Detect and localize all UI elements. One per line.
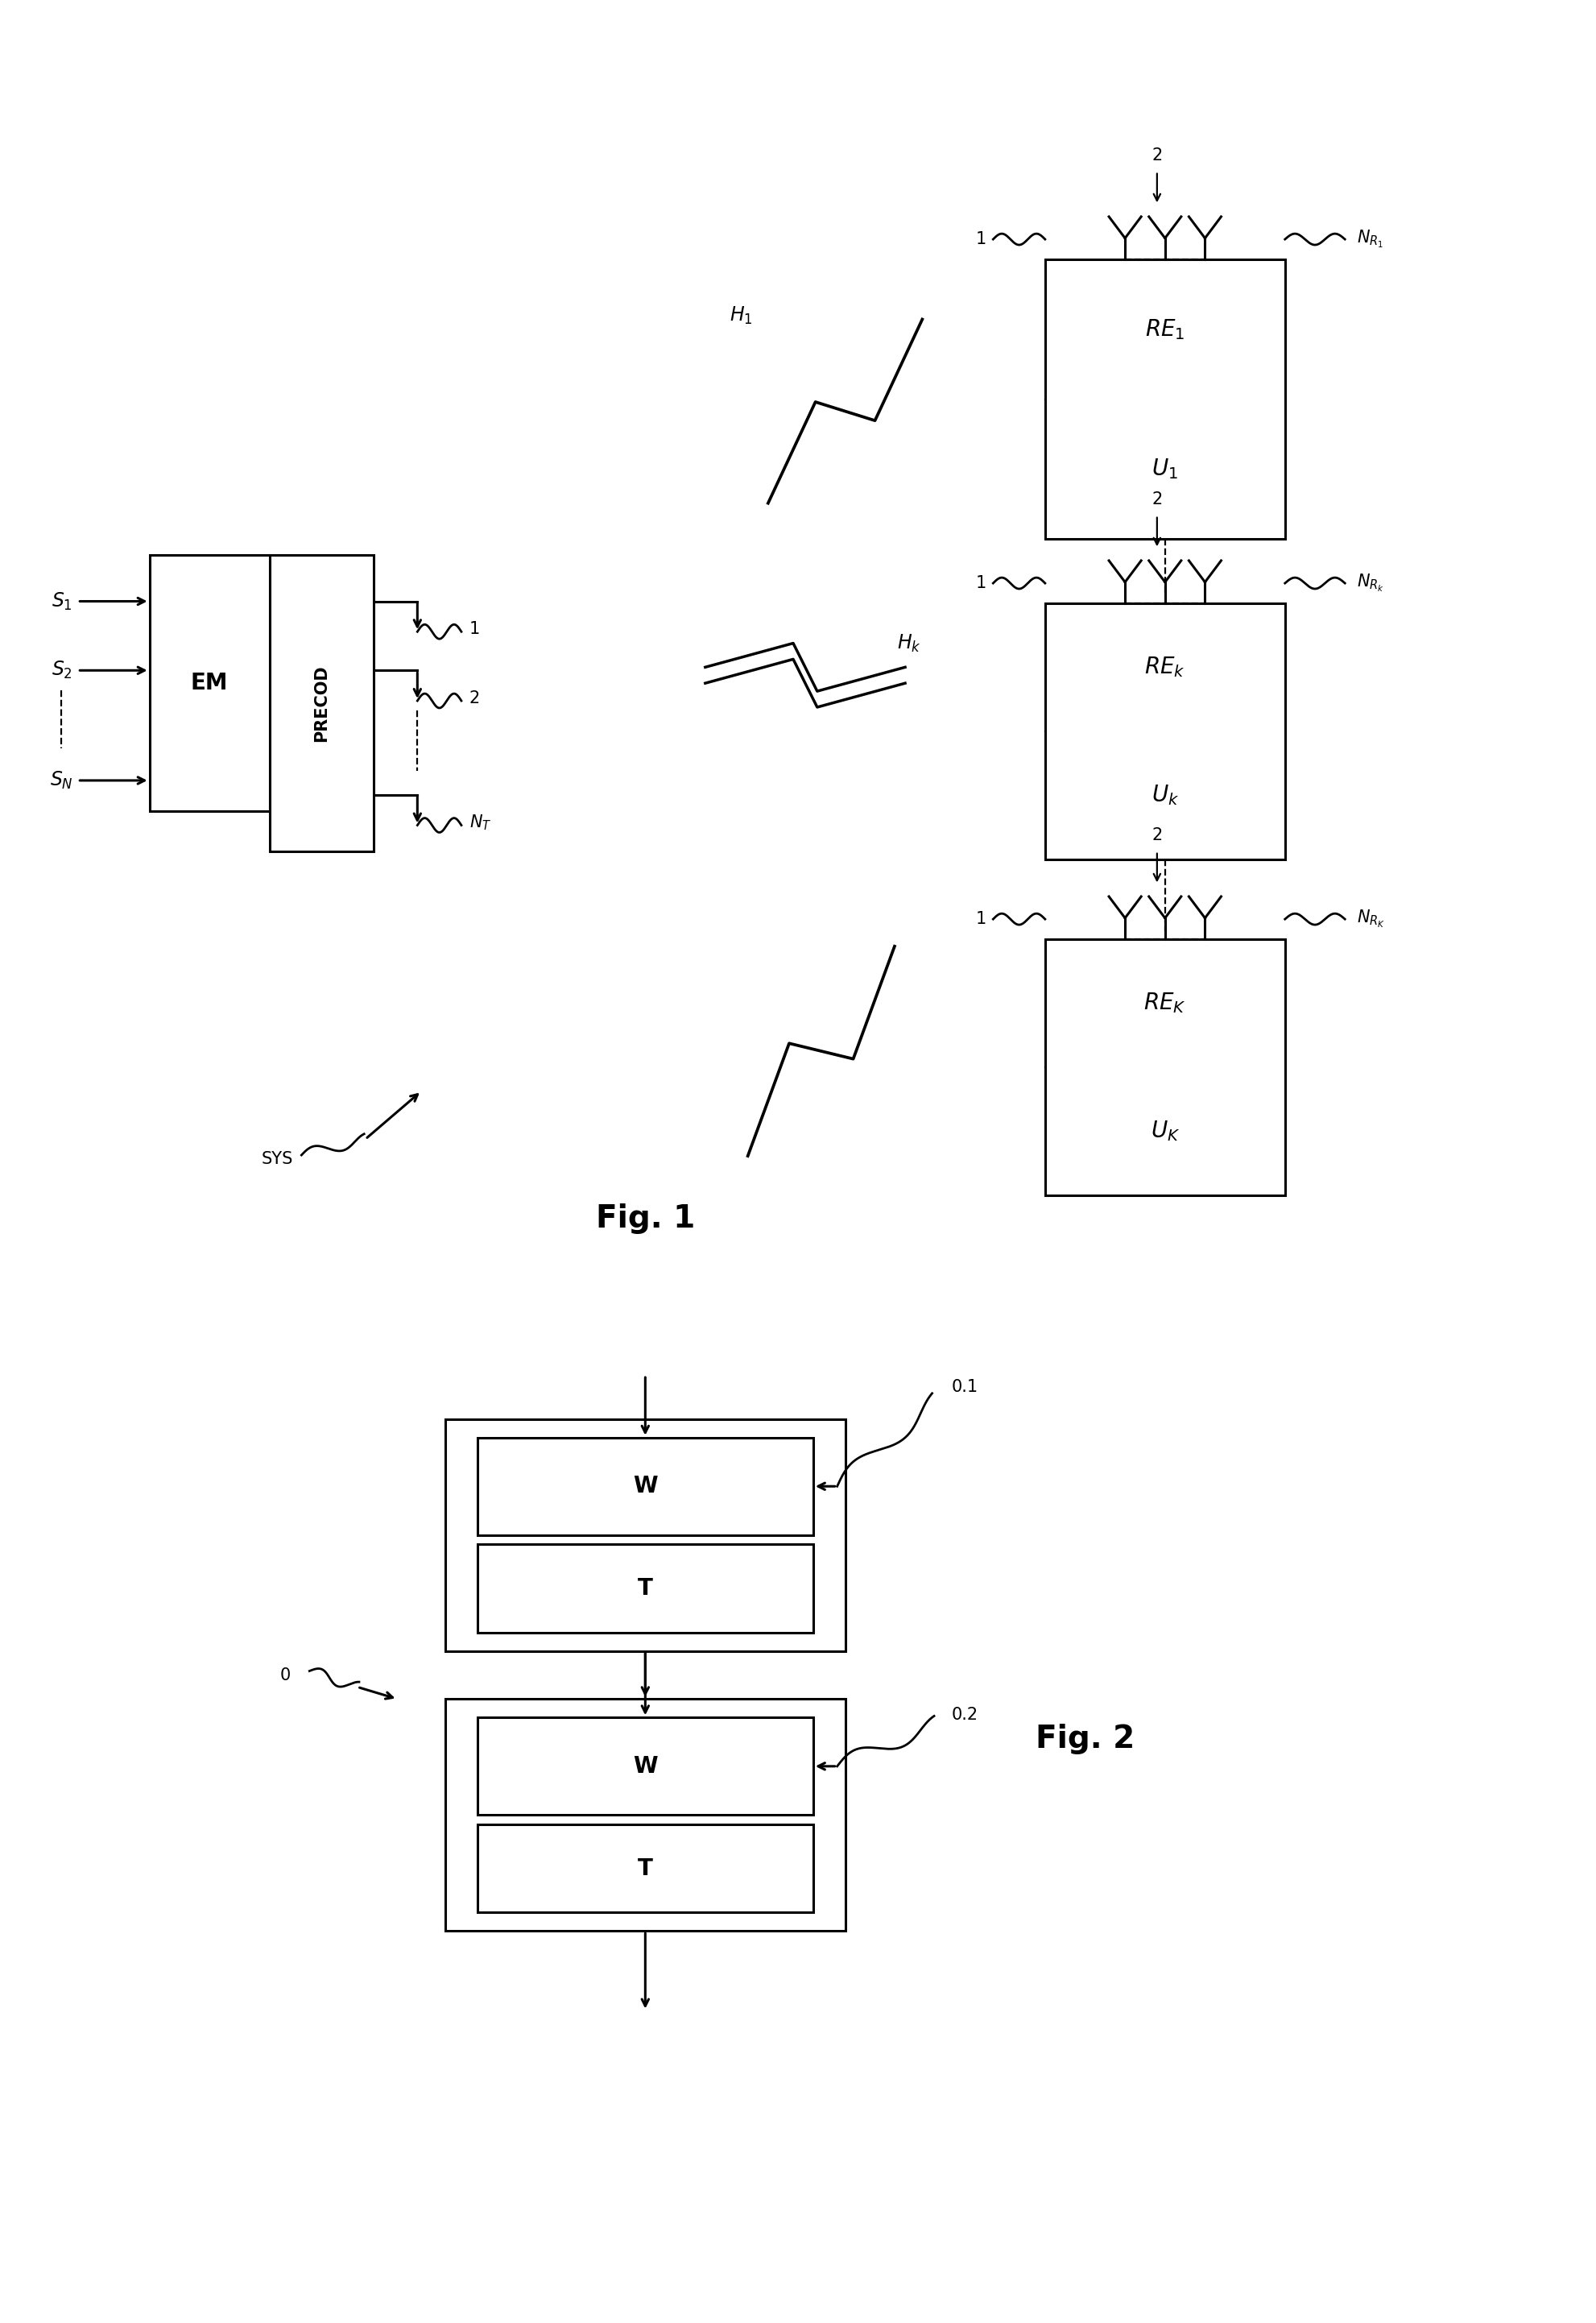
Text: 0: 0 xyxy=(279,1668,290,1684)
Text: $N_{R_K}$: $N_{R_K}$ xyxy=(1357,908,1385,929)
Text: $RE_K$: $RE_K$ xyxy=(1143,992,1186,1015)
Bar xyxy=(477,1717,812,1814)
Text: $N_{R_1}$: $N_{R_1}$ xyxy=(1357,228,1384,251)
Bar xyxy=(1044,260,1285,539)
Text: Fig. 1: Fig. 1 xyxy=(595,1203,694,1234)
Text: $S_N$: $S_N$ xyxy=(49,769,73,792)
Text: 1: 1 xyxy=(469,620,480,637)
Text: $N_{R_k}$: $N_{R_k}$ xyxy=(1357,574,1384,595)
Bar xyxy=(445,1698,844,1930)
Text: PRECOD: PRECOD xyxy=(313,664,329,741)
Text: T: T xyxy=(637,1856,653,1879)
Text: 2: 2 xyxy=(469,690,480,706)
Text: 2: 2 xyxy=(1151,490,1162,506)
Text: 0.2: 0.2 xyxy=(951,1707,978,1724)
Text: W: W xyxy=(632,1754,658,1777)
Text: Fig. 2: Fig. 2 xyxy=(1034,1724,1135,1754)
Text: $H_1$: $H_1$ xyxy=(729,304,752,325)
Text: $S_2$: $S_2$ xyxy=(51,660,72,681)
Text: W: W xyxy=(632,1475,658,1498)
Bar xyxy=(150,555,270,811)
Bar xyxy=(477,1438,812,1536)
Bar xyxy=(1044,938,1285,1194)
Text: SYS: SYS xyxy=(262,1150,294,1166)
Text: EM: EM xyxy=(190,671,228,695)
Text: $U_1$: $U_1$ xyxy=(1151,458,1178,481)
Text: 1: 1 xyxy=(975,911,986,927)
Bar xyxy=(477,1824,812,1912)
Text: $H_k$: $H_k$ xyxy=(897,632,921,653)
Text: $U_K$: $U_K$ xyxy=(1149,1120,1179,1143)
Bar xyxy=(445,1419,844,1652)
Text: T: T xyxy=(637,1577,653,1601)
Text: $S_1$: $S_1$ xyxy=(51,590,72,611)
Text: $RE_k$: $RE_k$ xyxy=(1144,655,1184,678)
Text: 0.1: 0.1 xyxy=(951,1380,978,1396)
Text: 1: 1 xyxy=(975,576,986,592)
Text: $U_k$: $U_k$ xyxy=(1151,783,1178,806)
Bar xyxy=(270,555,373,850)
Text: 1: 1 xyxy=(975,232,986,246)
Text: 2: 2 xyxy=(1151,827,1162,843)
Text: $RE_1$: $RE_1$ xyxy=(1144,318,1184,341)
Bar xyxy=(477,1545,812,1633)
Text: 2: 2 xyxy=(1151,146,1162,163)
Text: $N_T$: $N_T$ xyxy=(469,813,492,832)
Bar xyxy=(1044,604,1285,860)
